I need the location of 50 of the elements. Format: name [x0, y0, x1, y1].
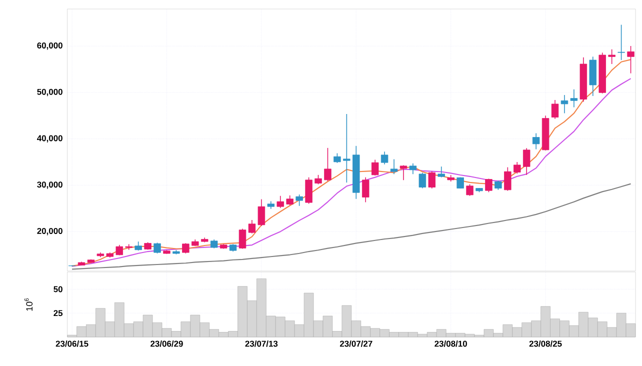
x-tick-label: 23/08/25	[529, 340, 562, 347]
candlestick	[362, 176, 370, 203]
candlestick	[314, 174, 322, 185]
y-tick-label: 50	[54, 286, 62, 292]
y-tick-label: 60,000	[37, 42, 62, 50]
candlestick	[371, 159, 379, 176]
line-series	[71, 183, 632, 270]
x-tick-label: 23/07/13	[245, 340, 278, 347]
candlestick	[286, 195, 294, 206]
candlestick	[428, 170, 436, 189]
candlestick	[248, 220, 256, 234]
candlestick	[522, 148, 530, 176]
x-tick-label: 23/07/27	[340, 340, 372, 347]
candlestick	[276, 195, 284, 208]
candlestick	[409, 163, 417, 174]
candlestick	[438, 166, 445, 178]
y-axis-title: 10$^{6}$	[24, 298, 33, 311]
x-tick-label: 23/06/15	[56, 340, 88, 347]
y-tick-label: 30,000	[37, 182, 62, 189]
y-tick-label: 20,000	[37, 228, 62, 236]
candlestick	[324, 148, 332, 182]
candlestick	[390, 158, 398, 174]
candlestick	[627, 46, 634, 74]
candlestick	[400, 164, 408, 181]
candlestick	[532, 132, 540, 150]
candlestick	[494, 180, 502, 190]
candlestick	[570, 88, 578, 108]
candlestick	[296, 194, 303, 206]
candlestick	[154, 242, 161, 254]
y-tick-label: 40,000	[37, 135, 62, 142]
candlestick	[504, 166, 512, 192]
candlestick	[608, 48, 616, 64]
candlestick	[466, 184, 474, 196]
candlestick	[551, 100, 559, 120]
x-tick-label: 23/08/10	[434, 340, 467, 347]
candlestick	[238, 228, 246, 250]
y-tick-label: 25	[54, 310, 63, 316]
candlestick	[485, 178, 492, 193]
y-tick-label: 50,000	[37, 88, 62, 96]
candlestick	[305, 176, 312, 204]
candlestick	[334, 152, 341, 164]
candlestick	[182, 242, 190, 254]
candlestick	[560, 94, 568, 114]
candlestick	[514, 162, 521, 174]
candlestick	[618, 24, 625, 60]
candlestick	[258, 198, 266, 226]
candlestick	[418, 172, 426, 189]
candlestick	[343, 114, 350, 183]
candlestick	[380, 151, 388, 165]
x-tick-label: 23/06/29	[150, 340, 183, 347]
